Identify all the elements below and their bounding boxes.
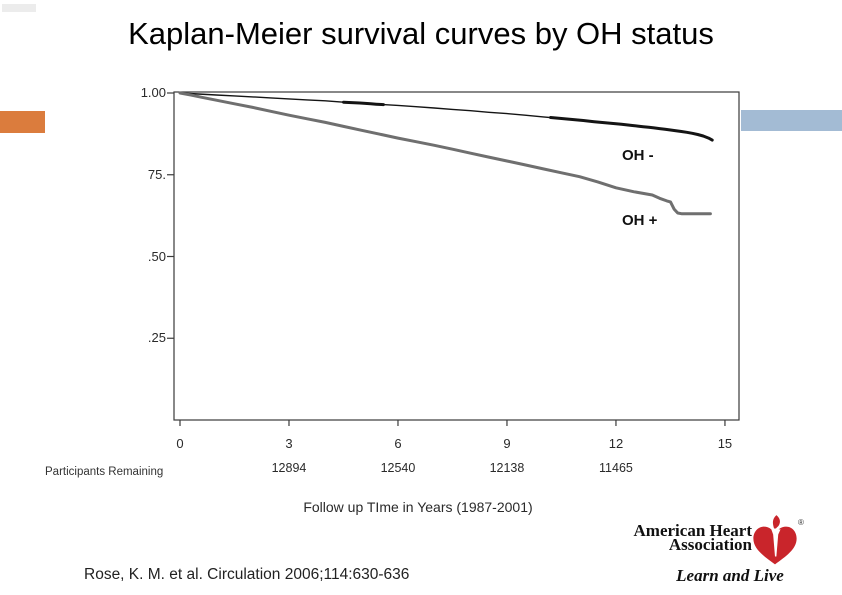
aha-logo-line1: American Heart (633, 521, 752, 540)
x-tick-label: 15 (717, 436, 733, 451)
aha-logo-text: American Heart Association (633, 521, 752, 554)
scan-artifact (2, 4, 36, 12)
curve-label-oh-negative: OH - (622, 147, 654, 164)
x-tick-label: 9 (503, 436, 511, 451)
aha-logo: American Heart Association ® Learn and L… (610, 512, 830, 592)
aha-tagline: Learn and Live (676, 566, 784, 585)
aha-logo-line2: Association (668, 534, 752, 554)
curve-label-oh-positive: OH + (622, 212, 658, 229)
aha-heart-torch-icon (752, 514, 798, 571)
x-tick-label: 0 (176, 436, 184, 451)
survival-curve-oh-negative-bold-segment (549, 116, 714, 142)
slide-title: Kaplan-Meier survival curves by OH statu… (128, 16, 714, 51)
y-tick-label: 75. (147, 166, 166, 182)
right-accent-bar (741, 110, 842, 131)
participants-remaining-value: 12894 (271, 461, 307, 475)
survival-curve-oh-negative-bold-segment (342, 100, 385, 107)
survival-curve-oh-positive (178, 91, 712, 216)
x-axis-title: Follow up TIme in Years (1987-2001) (303, 499, 533, 515)
citation: Rose, K. M. et al. Circulation 2006;114:… (84, 566, 410, 583)
x-tick-label: 6 (394, 436, 402, 451)
participants-remaining-value: 11465 (599, 461, 633, 475)
x-tick-label: 3 (285, 436, 293, 451)
survival-curve-oh-negative (179, 92, 713, 141)
participants-remaining-label: Participants Remaining (45, 466, 164, 478)
participants-remaining-value: 12540 (380, 461, 416, 475)
y-tick-label: .25 (147, 330, 166, 346)
left-accent-bar (0, 111, 45, 133)
y-tick-label: 1.00 (140, 85, 166, 100)
x-tick-label: 12 (608, 436, 624, 451)
y-tick-label: .50 (147, 248, 166, 264)
participants-remaining-value: 12138 (489, 461, 525, 475)
registered-trademark: ® (798, 518, 804, 527)
plot-frame (173, 91, 740, 421)
